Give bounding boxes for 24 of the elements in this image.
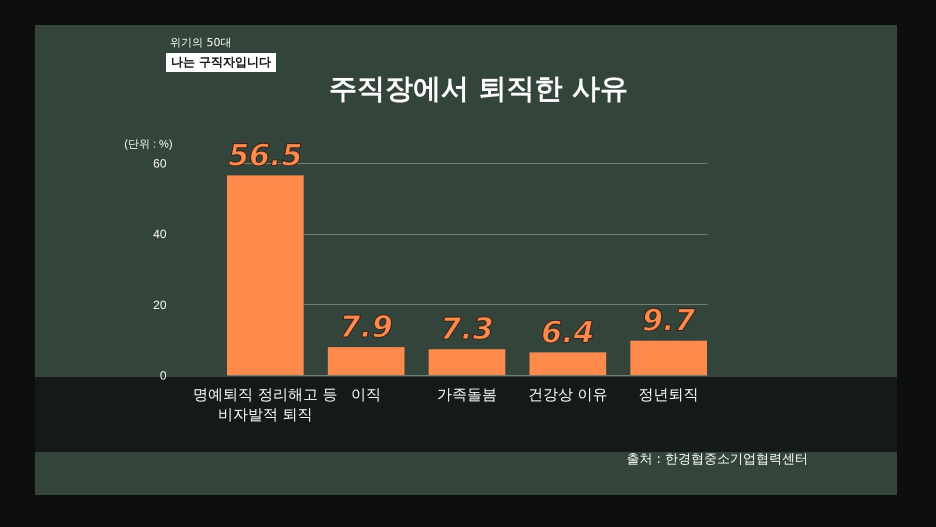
y-tick-label: 40 (153, 227, 167, 242)
x-tick-label: 이직 (351, 386, 382, 404)
x-tick-label: 가족돌봄 (437, 386, 497, 404)
bar (227, 175, 304, 375)
text: 나는 구직자입니다 (166, 53, 276, 72)
bar (530, 352, 606, 375)
y-tick-label: 20 (153, 298, 167, 312)
data-label: 7.3 (440, 312, 494, 348)
bar (328, 347, 404, 375)
y-axis-title: (단위 : %) (124, 138, 172, 150)
text: 위기의 50대 (170, 35, 232, 50)
data-label: 6.4 (541, 315, 594, 350)
chart-title: 주직장에서 퇴직한 사유 (328, 72, 628, 105)
x-tick-label: 정년퇴직 (638, 386, 699, 404)
data-label: 7.9 (340, 310, 393, 346)
source-note: 출처 : 한경협중소기업협력센터 (626, 451, 808, 468)
bar (630, 340, 707, 375)
data-label: 9.7 (642, 304, 696, 339)
y-tick-label: 60 (153, 156, 167, 170)
bar (428, 349, 506, 375)
y-tick-label: 0 (160, 368, 167, 382)
x-tick-label: 건강상 이유 (528, 386, 608, 404)
data-label: 56.5 (228, 138, 302, 174)
x-tick-label: 명예퇴직 정리해고 등 비자발적 퇴직 (193, 386, 338, 424)
